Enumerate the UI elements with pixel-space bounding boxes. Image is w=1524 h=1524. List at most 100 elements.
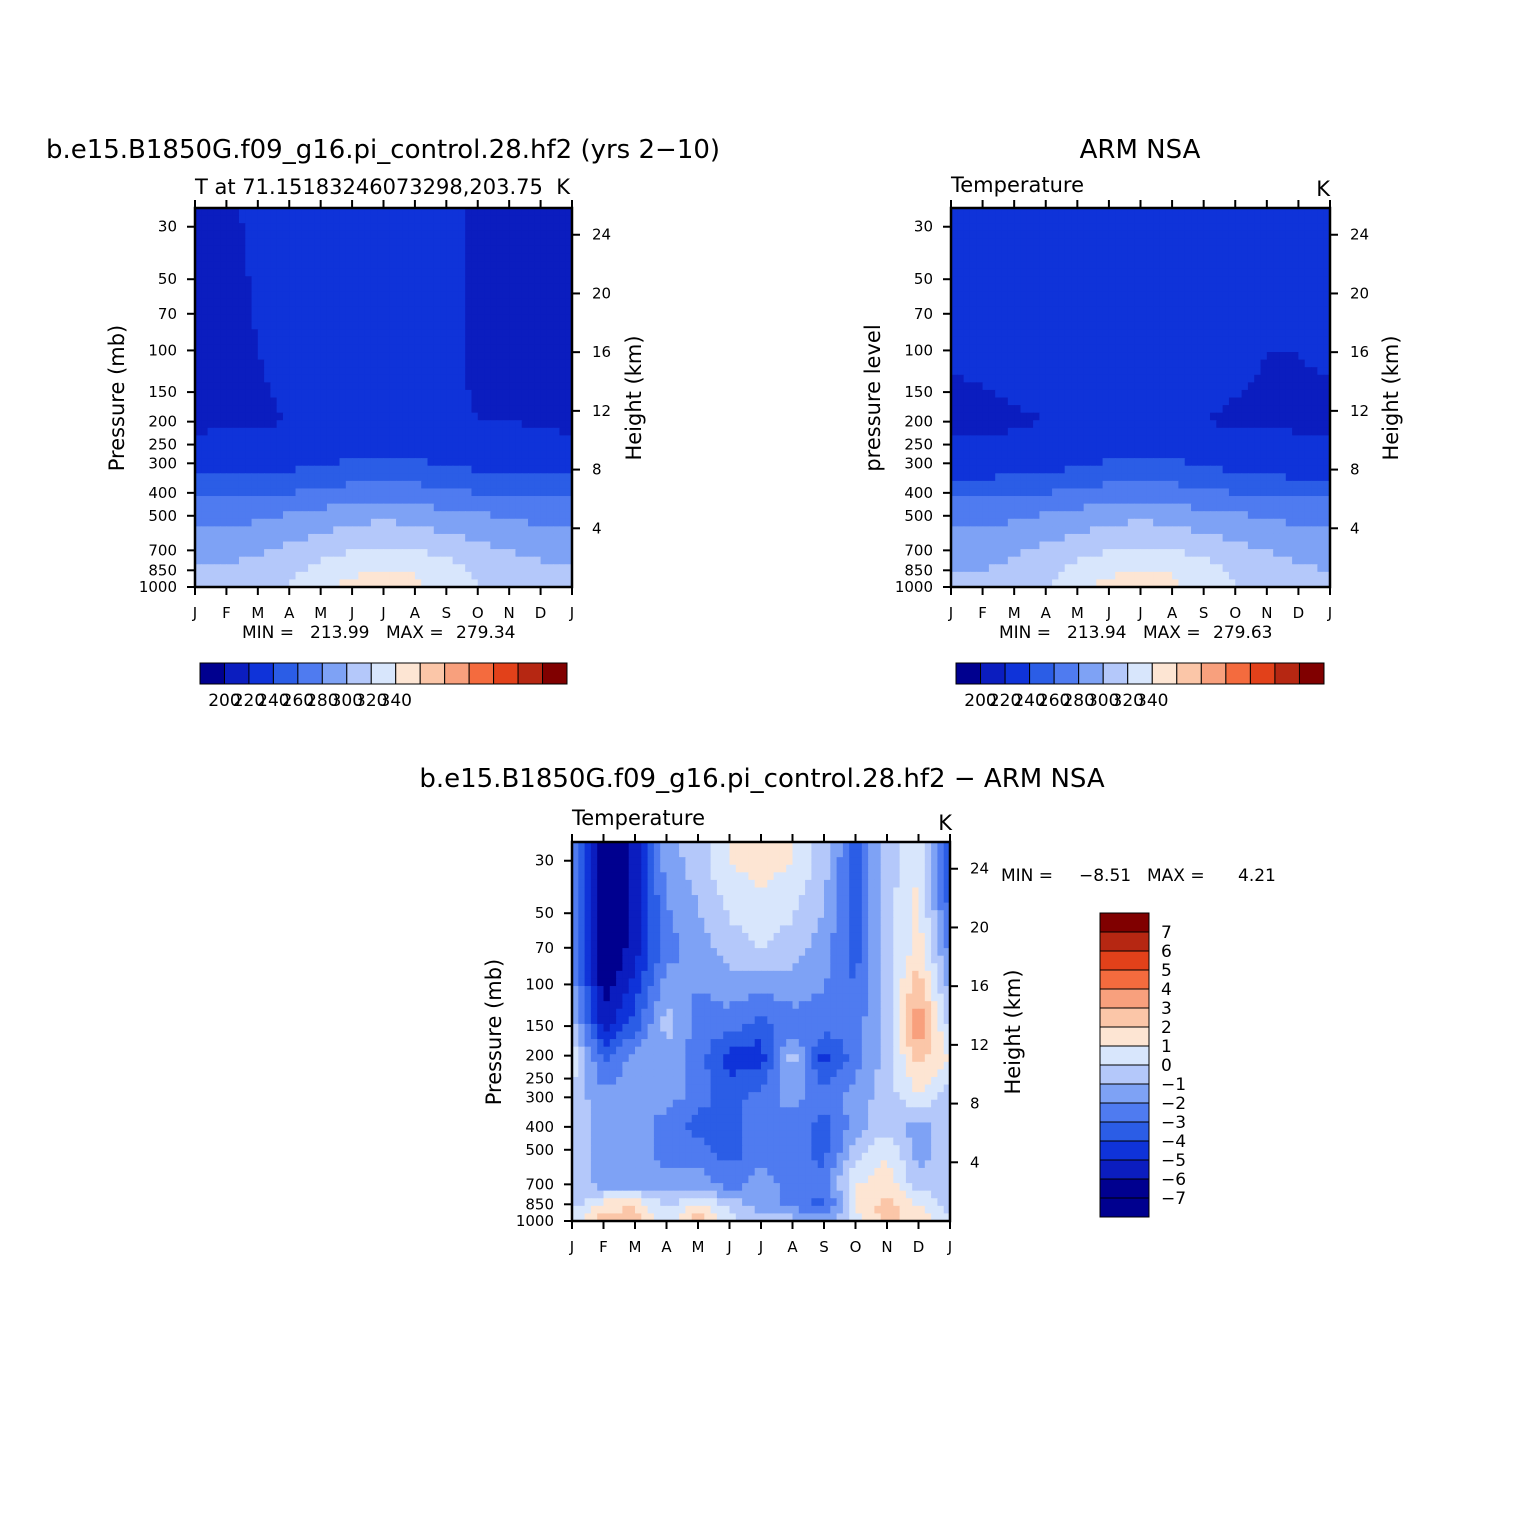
model-cell: [427, 465, 435, 474]
obs-cell: [982, 253, 990, 262]
model-cell: [427, 488, 435, 497]
model-xtick-label: D: [535, 604, 547, 622]
model-cell: [414, 306, 422, 315]
obs-cell: [1235, 367, 1243, 376]
model-cell: [553, 549, 561, 558]
model-cell: [320, 427, 328, 436]
obs-cell: [1292, 245, 1300, 255]
obs-cell: [1033, 215, 1041, 224]
obs-cell: [1311, 359, 1318, 368]
model-cell: [402, 442, 410, 452]
model-cell: [207, 352, 215, 361]
model-cell: [232, 261, 240, 270]
obs-cell: [1191, 367, 1198, 376]
model-cell: [471, 427, 479, 436]
obs-cell: [1102, 336, 1110, 346]
model-cell: [414, 253, 422, 262]
model-cell: [213, 435, 221, 444]
model-cell: [408, 382, 416, 391]
obs-cell: [1304, 435, 1312, 444]
model-cell: [433, 230, 441, 239]
obs-cell: [1311, 253, 1318, 262]
model-cell: [553, 344, 561, 353]
model-cell: [433, 253, 441, 262]
model-cell: [565, 556, 573, 565]
model-cell: [345, 321, 353, 330]
model-cell: [352, 389, 359, 399]
model-cell: [358, 238, 366, 247]
model-cell: [389, 374, 397, 383]
obs-cell: [1260, 382, 1268, 391]
model-cell: [220, 541, 228, 550]
model-cell: [377, 298, 385, 308]
obs-cell: [1134, 374, 1142, 383]
model-cell: [257, 473, 265, 482]
obs-cell: [1014, 230, 1022, 239]
obs-cell: [1127, 215, 1135, 224]
model-cell: [565, 382, 573, 391]
obs-cell: [957, 268, 965, 277]
model-cell: [320, 533, 328, 543]
model-cell: [308, 298, 315, 308]
obs-cell: [1285, 405, 1293, 414]
model-cell: [521, 367, 529, 376]
model-cell: [414, 450, 422, 459]
obs-cell: [1064, 442, 1072, 452]
model-cell: [559, 397, 567, 406]
obs-cell: [1039, 253, 1047, 262]
model-cell: [339, 564, 347, 573]
model-cell: [534, 526, 542, 535]
obs-cell: [1115, 329, 1123, 338]
model-cell: [458, 321, 466, 330]
model-cell: [528, 533, 535, 543]
model-cell: [201, 564, 209, 573]
model-cell: [471, 549, 479, 558]
model-cell: [427, 480, 435, 490]
obs-cell: [1292, 420, 1300, 429]
obs-cell: [1153, 435, 1161, 444]
model-cell: [383, 261, 391, 270]
obs-cell: [1064, 382, 1072, 391]
model-cell: [515, 518, 523, 527]
model-cell: [540, 253, 548, 262]
model-cell: [345, 427, 353, 436]
model-cell: [308, 496, 315, 505]
obs-cell: [1121, 314, 1129, 323]
model-cell: [534, 458, 542, 467]
model-cell: [540, 382, 548, 391]
model-cell: [408, 344, 416, 353]
obs-cell: [1058, 306, 1066, 315]
obs-cell: [1033, 336, 1041, 346]
model-cell: [427, 526, 435, 535]
obs-cell: [1096, 420, 1104, 429]
obs-cell: [1241, 352, 1249, 361]
model-cell: [440, 306, 447, 315]
obs-cell: [1159, 405, 1167, 414]
obs-cell: [1304, 306, 1312, 315]
model-cell: [301, 503, 309, 512]
model-cell: [213, 465, 221, 474]
obs-cell: [1184, 268, 1192, 277]
model-cell: [484, 208, 491, 217]
obs-cell: [1317, 261, 1325, 270]
obs-cell: [1115, 238, 1123, 247]
model-cell: [553, 571, 561, 581]
model-cell: [339, 261, 347, 270]
obs-cell: [1317, 208, 1325, 217]
model-cell: [559, 268, 567, 277]
obs-cell: [1235, 208, 1243, 217]
model-cell: [358, 306, 366, 315]
model-cell: [333, 306, 341, 315]
model-cell: [496, 397, 504, 406]
model-cell: [389, 389, 397, 399]
obs-cell: [1298, 298, 1306, 308]
obs-cell: [1311, 336, 1318, 346]
obs-cell: [1096, 245, 1104, 255]
model-cell: [245, 367, 253, 376]
obs-cell: [1247, 352, 1255, 361]
model-cell: [540, 389, 548, 399]
model-cell: [521, 230, 529, 239]
model-cell: [213, 382, 221, 391]
obs-title: ARM NSA: [1080, 135, 1201, 165]
model-cell: [232, 359, 240, 368]
